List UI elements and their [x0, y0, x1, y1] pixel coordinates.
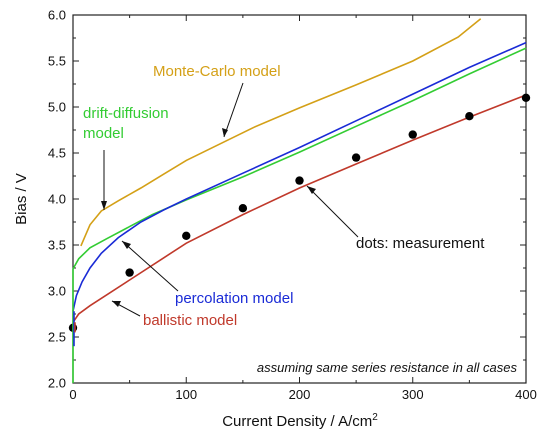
measurement-point [465, 112, 474, 121]
series-line-percolation-model [72, 41, 527, 312]
measurement-point [238, 204, 248, 213]
label-measurement: dots: measurement [356, 235, 485, 252]
y-tick-label: 5.0 [48, 100, 66, 115]
annotation-labels: Monte-Carlo model drift-diffusion model … [83, 63, 517, 375]
measurement-point [125, 268, 134, 277]
note-series-resistance: assuming same series resistance in all c… [257, 360, 518, 375]
arrowhead-measurement [307, 186, 316, 194]
y-tick-label: 4.5 [48, 146, 66, 161]
arrow-measurement [306, 185, 359, 238]
y-tick-label: 3.5 [48, 238, 66, 253]
y-tick-label: 6.0 [48, 8, 66, 23]
arrowhead-monte-carlo [222, 128, 228, 137]
label-ballistic: ballistic model [143, 312, 237, 329]
x-tick-label: 400 [515, 387, 537, 402]
series-line-ballistic-model [72, 94, 527, 323]
x-tick-label: 300 [402, 387, 424, 402]
label-drift-diffusion-line1: drift-diffusion [83, 105, 169, 122]
y-tick-label: 5.5 [48, 54, 66, 69]
label-monte-carlo: Monte-Carlo model [153, 63, 281, 80]
x-axis-title: Current Density / A/cm2 [222, 412, 378, 430]
axis-ticks [72, 14, 527, 384]
y-tick-label: 3.0 [48, 284, 66, 299]
measurement-point [351, 153, 361, 162]
arrowhead-ballistic [112, 301, 121, 307]
x-tick-label: 0 [69, 387, 76, 402]
arrow-percolation [121, 240, 179, 292]
arrow-monte-carlo [223, 82, 244, 138]
series-layer [68, 18, 531, 383]
series-line-drift-diffusion-model [72, 47, 527, 270]
x-tick-label: 100 [175, 387, 197, 402]
annotation-arrows [101, 82, 359, 317]
arrowhead-percolation [122, 241, 131, 249]
y-tick-label: 2.0 [48, 376, 66, 391]
y-tick-label: 4.0 [48, 192, 66, 207]
label-drift-diffusion-line2: model [83, 125, 124, 142]
measurement-point [295, 176, 304, 185]
y-tick-label: 2.5 [48, 330, 66, 345]
x-tick-label: 200 [289, 387, 311, 402]
measurement-point [521, 93, 531, 103]
measurement-point [182, 231, 191, 240]
tick-labels: 0 100 200 300 400 2.0 2.5 3.0 3.5 4.0 4.5 5.0 5.5 6.0 [48, 8, 537, 403]
y-axis-title: Bias / V [13, 173, 30, 225]
plot-frame [72, 14, 527, 384]
arrowhead-drift-diffusion [101, 201, 107, 210]
measurement-point [408, 130, 417, 139]
label-percolation: percolation model [175, 290, 293, 307]
